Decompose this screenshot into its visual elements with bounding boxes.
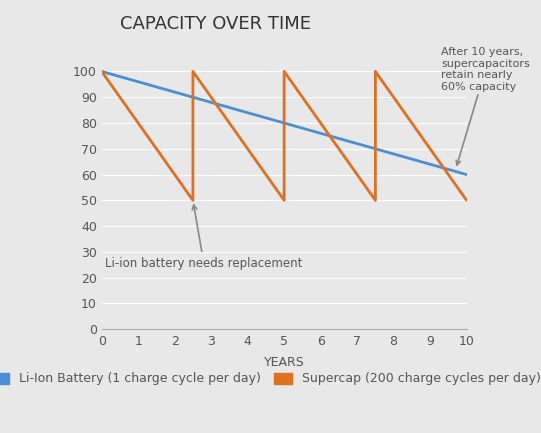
Line: Supercap (200 charge cycles per day): Supercap (200 charge cycles per day) [102,71,466,200]
Legend: Li-Ion Battery (1 charge cycle per day), Supercap (200 charge cycles per day): Li-Ion Battery (1 charge cycle per day),… [0,372,541,385]
Text: After 10 years,
supercapacitors
retain nearly
60% capacity: After 10 years, supercapacitors retain n… [441,47,530,165]
Supercap (200 charge cycles per day) [372,198,379,203]
Text: CAPACITY OVER TIME: CAPACITY OVER TIME [120,15,311,33]
Supercap (200 charge cycles per day) [98,69,105,74]
Supercap (200 charge cycles per day) [281,198,287,203]
Supercap (200 charge cycles per day) [372,69,379,74]
Supercap (200 charge cycles per day) [281,69,287,74]
Supercap (200 charge cycles per day) [190,69,196,74]
Supercap (200 charge cycles per day) [190,198,196,203]
X-axis label: YEARS: YEARS [264,356,305,369]
Supercap (200 charge cycles per day) [463,198,470,203]
Text: Li-ion battery needs replacement: Li-ion battery needs replacement [105,205,302,270]
